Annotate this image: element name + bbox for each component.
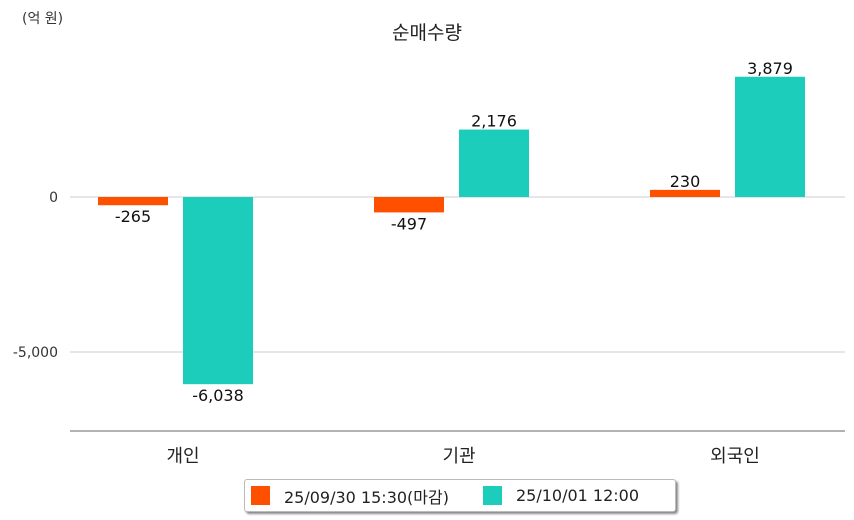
- legend-label-0: 25/09/30 15:30(마감): [284, 487, 449, 507]
- chart-title: 순매수량: [392, 22, 462, 44]
- bar-1-0: [183, 197, 253, 385]
- data-label: 2,176: [471, 112, 517, 131]
- x-tick-label: 기관: [442, 446, 475, 467]
- legend-swatch-0: [251, 486, 270, 505]
- legend-label-1: 25/10/01 12:00: [515, 486, 640, 505]
- x-tick-label: 외국인: [710, 446, 760, 467]
- x-tick-label: 개인: [166, 446, 199, 467]
- y-tick-label: -5,000: [13, 345, 58, 361]
- unit-label: (억 원): [22, 11, 64, 27]
- y-tick-label: 0: [49, 190, 58, 206]
- bar-0-0: [98, 197, 168, 206]
- legend-swatch-1: [482, 486, 502, 505]
- bar-1-1: [459, 129, 529, 197]
- data-label: 3,879: [747, 59, 793, 78]
- data-label: 230: [670, 172, 701, 191]
- data-label: -265: [115, 207, 151, 226]
- legend: 25/09/30 15:30(마감) 25/10/01 12:00: [244, 479, 676, 512]
- legend-item-1[interactable]: 25/10/01 12:00: [482, 486, 640, 505]
- bar-chart: 0 -5,000 개인 -265 -6,038 기관 -497 2,176 외국인 230 3,87…: [13, 59, 845, 467]
- bar-0-1: [374, 197, 444, 213]
- data-label: -6,038: [192, 386, 244, 405]
- data-label: -497: [391, 214, 427, 233]
- legend-item-0[interactable]: 25/09/30 15:30(마감): [251, 484, 449, 508]
- bar-0-2: [650, 189, 720, 197]
- bar-1-2: [735, 76, 805, 197]
